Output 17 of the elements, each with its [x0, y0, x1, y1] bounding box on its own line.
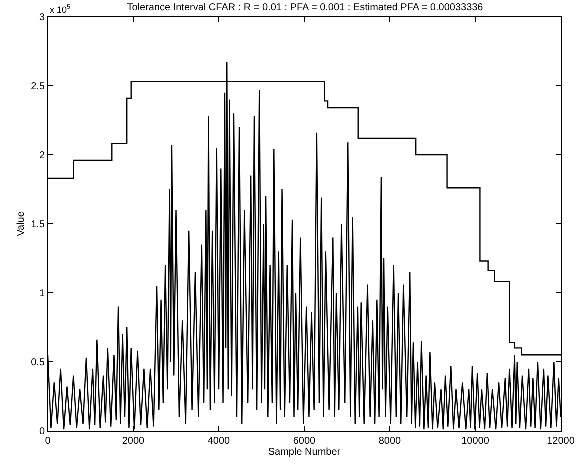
x-tick-label: 10000: [462, 436, 490, 447]
x-tick-label: 12000: [547, 436, 576, 447]
x-tick-label: 4000: [208, 436, 231, 447]
y-tick-label: 2.5: [31, 82, 46, 92]
chart-title: Tolerance Interval CFAR : R = 0.01 : PFA = 0.001 : Estimated PFA = 0.00033336: [127, 2, 484, 14]
y-tick-label: 0: [39, 426, 46, 438]
x-tick-label: 2000: [122, 436, 146, 447]
x-tick-label: 6000: [293, 436, 316, 447]
text: x 10$^{5}$: [50, 4, 72, 15]
y-axis-title: Value: [16, 211, 28, 236]
y-tick-label: 0.5: [31, 358, 46, 368]
y-tick-label: 1.5: [31, 220, 46, 230]
x-tick-label: 8000: [378, 436, 402, 447]
x-axis-title: Sample Number: [268, 447, 342, 458]
y-tick-label: 2: [39, 150, 46, 162]
y-tick-label: 3: [39, 12, 46, 24]
y-tick-label: 1: [39, 288, 46, 300]
